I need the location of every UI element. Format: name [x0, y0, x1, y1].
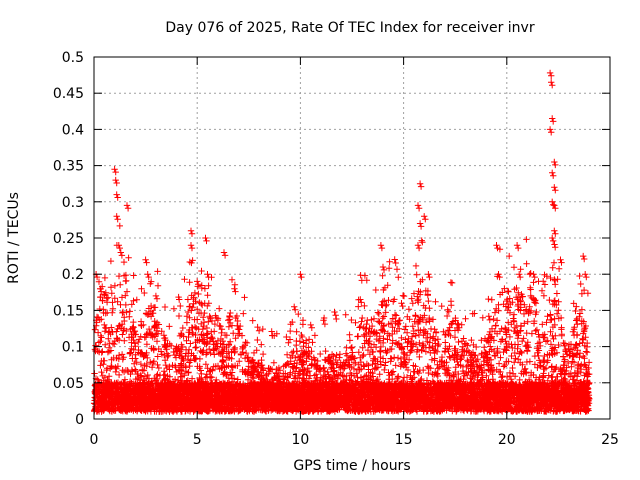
x-tick-label: 15 [395, 432, 413, 448]
y-tick-label: 0.15 [53, 303, 84, 319]
x-tick-label: 20 [498, 432, 516, 448]
y-tick-label: 0.1 [62, 340, 84, 356]
y-tick-label: 0.3 [62, 195, 84, 211]
y-tick-label: 0.4 [62, 122, 84, 138]
y-tick-label: 0.45 [53, 86, 84, 102]
x-tick-label: 0 [90, 432, 99, 448]
y-axis-title: ROTI / TECUs [6, 192, 22, 284]
y-tick-label: 0.35 [53, 159, 84, 175]
x-tick-label: 5 [193, 432, 202, 448]
y-tick-label: 0 [75, 412, 84, 428]
ticks-layer: 0 0.05 0.1 0.15 0.2 0.25 0.3 0.35 0.4 0.45 0.5 0 5 10… [53, 50, 619, 448]
y-tick-label: 0.2 [62, 267, 84, 283]
y-tick-label: 0.5 [62, 50, 84, 66]
y-tick-label: 0.25 [53, 231, 84, 247]
y-tick-label: 0.05 [53, 376, 84, 392]
chart-title: Day 076 of 2025, Rate Of TEC Index for r… [165, 20, 534, 36]
data-points-layer [90, 69, 593, 415]
x-tick-label: 25 [601, 432, 619, 448]
roti-data-points [90, 69, 593, 415]
x-tick-label: 10 [291, 432, 309, 448]
x-axis-title: GPS time / hours [293, 458, 410, 474]
